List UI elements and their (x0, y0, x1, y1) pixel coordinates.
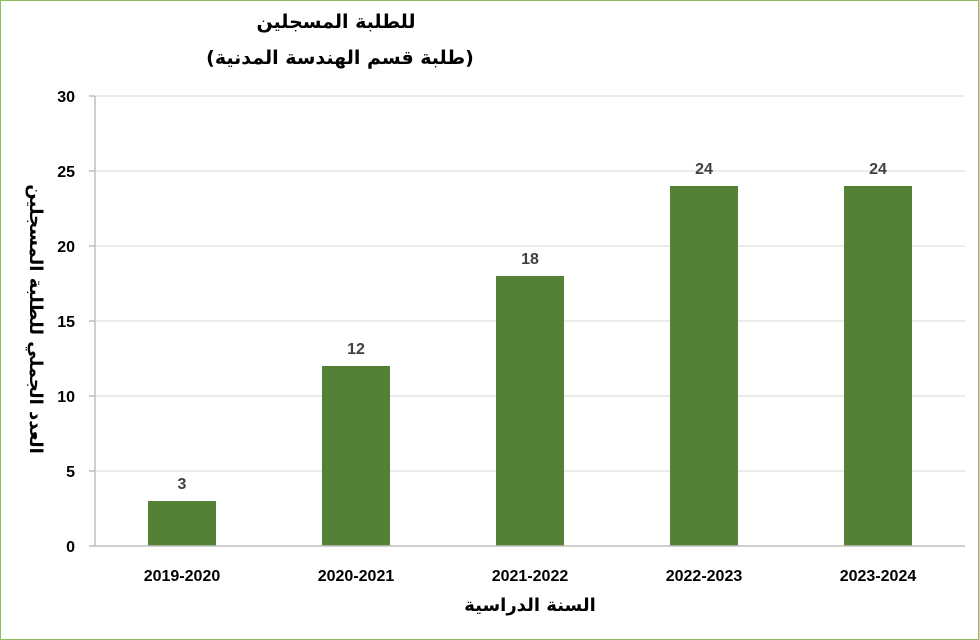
x-tick-label: 2019-2020 (144, 568, 221, 585)
chart-title: للطلبة المسجلين (256, 11, 415, 33)
y-tick-label: 20 (57, 239, 75, 256)
y-axis-title: العدد الجملي للطلبة المسجلين (25, 184, 46, 453)
bar (148, 501, 216, 546)
bar (322, 366, 390, 546)
y-tick-label: 15 (57, 314, 75, 331)
data-labels: 3 12 18 24 24 (178, 161, 887, 493)
x-tick-label: 2023-2024 (840, 568, 917, 585)
y-tick-label: 5 (66, 464, 75, 481)
chart-subtitle: (طلبة قسم الهندسة المدنية) (206, 47, 474, 69)
y-tick-label: 25 (57, 164, 75, 181)
x-axis-categories: 2019-2020 2020-2021 2021-2022 2022-2023 2023… (144, 568, 917, 585)
data-label: 3 (178, 476, 187, 493)
data-label: 18 (521, 251, 539, 268)
x-tick-label: 2020-2021 (318, 568, 395, 585)
data-label: 12 (347, 341, 365, 358)
y-tick-label: 10 (57, 389, 75, 406)
x-axis-title: السنة الدراسية (464, 595, 596, 616)
x-tick-label: 2021-2022 (492, 568, 569, 585)
y-tick-label: 0 (66, 539, 75, 556)
data-label: 24 (695, 161, 713, 178)
data-label: 24 (869, 161, 887, 178)
x-tick-label: 2022-2023 (666, 568, 743, 585)
bars (148, 186, 912, 546)
bar (670, 186, 738, 546)
bar (844, 186, 912, 546)
gridlines (95, 95, 965, 472)
bar (496, 276, 564, 546)
y-axis-ticks: 0 5 10 15 20 25 30 (57, 89, 95, 556)
y-tick-label: 30 (57, 89, 75, 106)
